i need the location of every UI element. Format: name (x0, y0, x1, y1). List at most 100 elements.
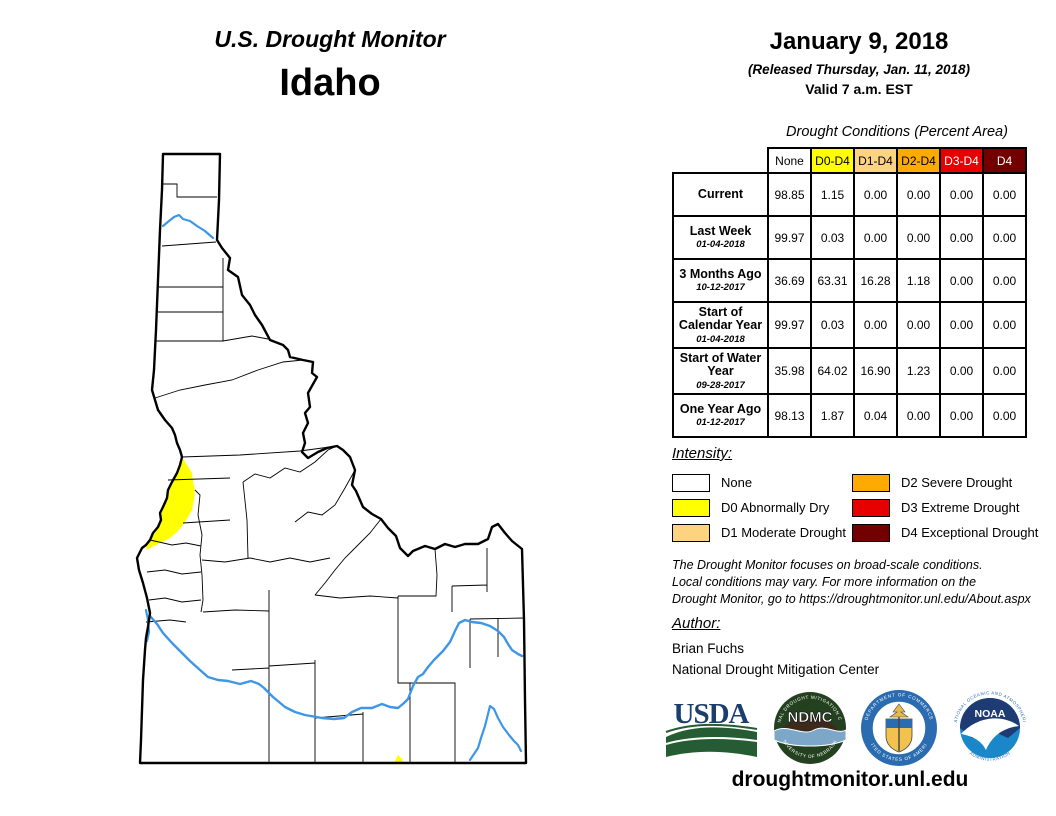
col-header-d0: D0-D4 (810, 147, 855, 174)
svg-text:NDMC: NDMC (787, 709, 832, 726)
cell-value: 0.00 (896, 301, 941, 349)
cell-value: 99.97 (767, 215, 812, 260)
cell-value: 0.00 (853, 215, 898, 260)
col-header-d2: D2-D4 (896, 147, 941, 174)
col-header-d1: D1-D4 (853, 147, 898, 174)
table-row: Start of Calendar Year 01-04-2018 99.97 0… (672, 301, 1027, 349)
snake-river (148, 614, 524, 721)
date-block: January 9, 2018 (Released Thursday, Jan.… (700, 28, 1018, 97)
footer-url[interactable]: droughtmonitor.unl.edu (731, 768, 969, 791)
none-swatch (672, 473, 710, 492)
cell-value: 35.98 (767, 347, 812, 395)
svg-text:NOAA: NOAA (975, 708, 1006, 720)
bear-river (468, 704, 523, 762)
clark-fork-river (161, 213, 215, 240)
cell-value: 0.00 (939, 347, 984, 395)
state-fill (137, 154, 526, 763)
d0-area-south (394, 755, 403, 763)
state-border (135, 152, 528, 765)
author-org: National Drought Mitigation Center (672, 662, 880, 677)
cell-value: 1.15 (810, 172, 855, 217)
cell-value: 0.00 (939, 172, 984, 217)
row-label: 3 Months Ago 10-12-2017 (672, 258, 769, 303)
row-label: Last Week 01-04-2018 (672, 215, 769, 260)
cell-value: 1.18 (896, 258, 941, 303)
idaho-drought-map (135, 152, 528, 765)
cell-value: 0.00 (939, 215, 984, 260)
ndmc-logo: NATIONAL DROUGHT MITIGATION CENTER UNIVE… (773, 692, 847, 764)
cell-value: 0.00 (896, 172, 941, 217)
cell-value: 36.69 (767, 258, 812, 303)
legend-heading: Intensity: (672, 445, 733, 462)
legend-item-d2: D2 Severe Drought (852, 470, 1038, 495)
county-lines-north (154, 183, 338, 458)
cell-value: 0.00 (939, 393, 984, 438)
table-row: One Year Ago 01-12-2017 98.13 1.87 0.04 0… (672, 393, 1027, 438)
table-header-row: None D0-D4 D1-D4 D2-D4 D3-D4 D4 (673, 147, 1027, 174)
state-name: Idaho (279, 62, 381, 104)
noaa-logo: NATIONAL OCEANIC AND ATMOSPHERIC ADMINIS… (953, 690, 1027, 765)
cell-value: 16.28 (853, 258, 898, 303)
intensity-legend: Intensity: None D0 Abnormally Dry D1 Mod… (672, 445, 1042, 545)
cell-value: 0.00 (982, 393, 1027, 438)
cell-value: 0.00 (853, 172, 898, 217)
d4-swatch (852, 523, 890, 542)
col-header-none: None (767, 147, 812, 174)
cell-value: 98.13 (767, 393, 812, 438)
cell-value: 0.00 (982, 215, 1027, 260)
agency-logos: USDA NATIONAL DROUGHT MITIGATION CENTER … (664, 688, 1028, 768)
cell-value: 0.03 (810, 301, 855, 349)
county-lines-south (202, 590, 456, 762)
table-title: Drought Conditions (Percent Area) (786, 124, 1008, 140)
row-label: One Year Ago 01-12-2017 (672, 393, 769, 438)
release-date: (Released Thursday, Jan. 11, 2018) (747, 62, 971, 77)
cell-value: 0.00 (939, 301, 984, 349)
d0-swatch (672, 498, 710, 517)
cell-value: 0.00 (939, 258, 984, 303)
cell-value: 0.00 (853, 301, 898, 349)
row-label: Start of Water Year 09-28-2017 (672, 347, 769, 395)
usda-logo: USDA (665, 698, 758, 757)
row-label: Start of Calendar Year 01-04-2018 (672, 301, 769, 349)
legend-item-d0: D0 Abnormally Dry (672, 495, 852, 520)
report-title: U.S. Drought Monitor (214, 26, 446, 52)
cell-value: 0.00 (896, 215, 941, 260)
commerce-seal-logo: DEPARTMENT OF COMMERCE UNITED STATES OF … (861, 690, 938, 766)
cell-value: 1.87 (810, 393, 855, 438)
valid-time: Valid 7 a.m. EST (805, 81, 913, 97)
cell-value: 64.02 (810, 347, 855, 395)
table-row: 3 Months Ago 10-12-2017 36.69 63.31 16.28… (672, 258, 1027, 303)
legend-item-d3: D3 Extreme Drought (852, 495, 1038, 520)
cell-value: 0.03 (810, 215, 855, 260)
author-name: Brian Fuchs (672, 641, 745, 656)
cell-value: 0.00 (982, 258, 1027, 303)
d1-swatch (672, 523, 710, 542)
d3-swatch (852, 498, 890, 517)
table-corner-cell (673, 148, 768, 173)
col-header-d3: D3-D4 (939, 147, 984, 174)
cell-value: 16.90 (853, 347, 898, 395)
table-row: Current 98.85 1.15 0.00 0.00 0.00 0.00 (672, 172, 1027, 217)
cell-value: 1.23 (896, 347, 941, 395)
legend-item-none: None (672, 470, 852, 495)
drought-conditions-table: None D0-D4 D1-D4 D2-D4 D3-D4 D4 Current … (672, 147, 1027, 438)
cell-value: 0.00 (982, 301, 1027, 349)
cell-value: 0.00 (982, 172, 1027, 217)
cell-value: 98.85 (767, 172, 812, 217)
table-row: Last Week 01-04-2018 99.97 0.03 0.00 0.00… (672, 215, 1027, 260)
table-row: Start of Water Year 09-28-2017 35.98 64.0… (672, 347, 1027, 395)
cell-value: 0.00 (982, 347, 1027, 395)
cell-value: 0.00 (896, 393, 941, 438)
cell-value: 0.04 (853, 393, 898, 438)
author-heading: Author: (672, 615, 721, 632)
disclaimer-text: The Drought Monitor focuses on broad-sca… (672, 558, 1031, 606)
county-lines-east (398, 548, 525, 668)
d2-swatch (852, 473, 890, 492)
legend-item-d1: D1 Moderate Drought (672, 520, 852, 545)
cell-value: 63.31 (810, 258, 855, 303)
report-date: January 9, 2018 (769, 28, 949, 55)
row-label: Current (672, 172, 769, 217)
col-header-d4: D4 (982, 147, 1027, 174)
county-lines-central (145, 445, 382, 623)
